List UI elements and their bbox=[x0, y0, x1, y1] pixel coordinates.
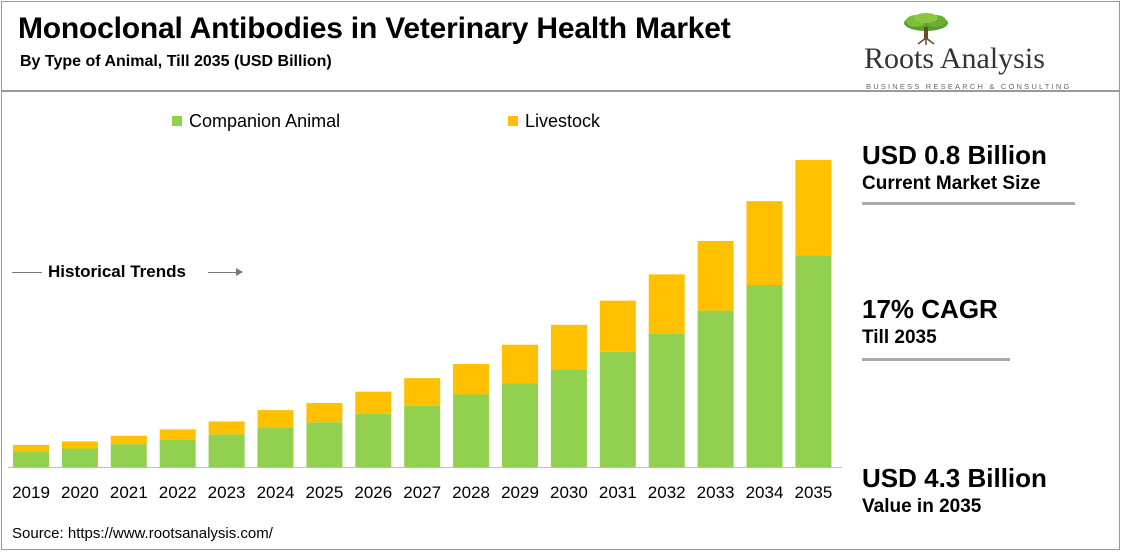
x-tick-label: 2019 bbox=[12, 483, 50, 502]
stat-current-market: USD 0.8 Billion Current Market Size bbox=[862, 140, 1047, 195]
bar-livestock-2031 bbox=[599, 300, 636, 352]
chart-subtitle: By Type of Animal, Till 2035 (USD Billio… bbox=[20, 53, 332, 70]
stat-divider bbox=[862, 358, 1010, 361]
bar-companion-2023 bbox=[208, 434, 245, 467]
stat-2035-label: Value in 2035 bbox=[862, 496, 982, 517]
bar-livestock-2033 bbox=[697, 240, 734, 311]
bar-companion-2024 bbox=[257, 427, 294, 467]
bar-companion-2020 bbox=[61, 448, 98, 467]
historical-trends-annotation: Historical Trends bbox=[12, 262, 244, 282]
bar-companion-2035 bbox=[795, 255, 832, 467]
historical-line-right bbox=[208, 272, 240, 273]
x-tick-label: 2029 bbox=[501, 483, 539, 502]
legend-swatch-companion bbox=[172, 116, 182, 126]
bar-companion-2030 bbox=[550, 369, 587, 467]
x-tick-label: 2022 bbox=[159, 483, 197, 502]
x-tick-label: 2032 bbox=[648, 483, 686, 502]
bar-livestock-2032 bbox=[648, 274, 685, 334]
bar-companion-2026 bbox=[355, 413, 392, 467]
bar-livestock-2021 bbox=[110, 435, 147, 445]
bar-companion-2021 bbox=[110, 444, 147, 467]
chart-title: Monoclonal Antibodies in Veterinary Heal… bbox=[18, 12, 731, 45]
stat-divider bbox=[862, 202, 1075, 205]
bar-companion-2031 bbox=[599, 351, 636, 467]
logo-tagline: BUSINESS RESEARCH & CONSULTING bbox=[866, 82, 1072, 91]
bar-livestock-2030 bbox=[550, 324, 587, 370]
logo: Roots Analysis BUSINESS RESEARCH & CONSU… bbox=[860, 12, 1070, 91]
stat-cagr: 17% CAGR Till 2035 bbox=[862, 294, 998, 349]
stat-current-label: Current Market Size bbox=[862, 173, 1041, 194]
bar-livestock-2019 bbox=[13, 444, 49, 452]
bar-livestock-2027 bbox=[404, 378, 441, 406]
source-note: Source: https://www.rootsanalysis.com/ bbox=[12, 525, 273, 542]
x-tick-label: 2031 bbox=[599, 483, 637, 502]
logo-name: Roots Analysis bbox=[864, 42, 1045, 75]
bar-livestock-2035 bbox=[795, 159, 832, 256]
bar-livestock-2028 bbox=[453, 363, 490, 395]
bar-companion-2033 bbox=[697, 310, 734, 467]
bar-livestock-2024 bbox=[257, 410, 294, 428]
x-tick-label: 2027 bbox=[403, 483, 441, 502]
stat-cagr-value: 17% CAGR bbox=[862, 294, 998, 324]
stat-2035-value: USD 4.3 Billion Value in 2035 bbox=[862, 463, 1047, 518]
bar-livestock-2034 bbox=[746, 201, 783, 286]
x-tick-label: 2034 bbox=[746, 483, 784, 502]
legend-label-companion: Companion Animal bbox=[189, 110, 341, 131]
legend-item-companion: Companion Animal bbox=[172, 110, 340, 132]
bar-companion-2027 bbox=[404, 405, 441, 467]
bar-companion-2025 bbox=[306, 422, 343, 467]
bar-companion-2022 bbox=[159, 439, 196, 467]
header-divider bbox=[1, 90, 1120, 92]
x-tick-label: 2025 bbox=[305, 483, 343, 502]
legend-item-livestock: Livestock bbox=[508, 110, 600, 132]
bar-companion-2034 bbox=[746, 285, 783, 467]
legend-swatch-livestock bbox=[508, 116, 518, 126]
x-tick-label: 2021 bbox=[110, 483, 148, 502]
x-tick-label: 2024 bbox=[257, 483, 295, 502]
tree-icon bbox=[904, 13, 948, 45]
x-tick-label: 2026 bbox=[354, 483, 392, 502]
x-tick-label: 2023 bbox=[208, 483, 246, 502]
bar-livestock-2020 bbox=[61, 441, 98, 449]
x-tick-label: 2033 bbox=[697, 483, 735, 502]
bar-companion-2029 bbox=[502, 383, 538, 467]
x-tick-label: 2028 bbox=[452, 483, 490, 502]
x-tick-label: 2030 bbox=[550, 483, 588, 502]
stat-2035-amount: USD 4.3 Billion bbox=[862, 463, 1047, 493]
x-tick-label: 2020 bbox=[61, 483, 99, 502]
historical-trends-label: Historical Trends bbox=[48, 262, 186, 281]
stat-cagr-label: Till 2035 bbox=[862, 327, 937, 348]
legend-label-livestock: Livestock bbox=[525, 110, 601, 131]
arrow-right-icon bbox=[236, 268, 243, 276]
bar-companion-2032 bbox=[648, 333, 685, 467]
bar-livestock-2026 bbox=[355, 391, 392, 414]
bar-livestock-2025 bbox=[306, 403, 343, 423]
bar-livestock-2023 bbox=[208, 421, 245, 435]
x-tick-label: 2035 bbox=[794, 483, 832, 502]
bar-companion-2028 bbox=[453, 394, 490, 467]
bar-livestock-2022 bbox=[159, 429, 196, 440]
bar-companion-2019 bbox=[13, 451, 49, 467]
historical-line-left bbox=[12, 272, 42, 273]
bar-livestock-2029 bbox=[502, 344, 538, 384]
stat-current-value: USD 0.8 Billion bbox=[862, 140, 1047, 170]
